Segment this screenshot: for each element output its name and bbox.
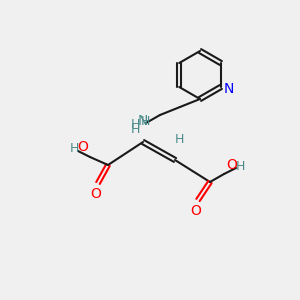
Text: H: H: [174, 133, 184, 146]
Text: H: H: [140, 115, 150, 128]
Text: H: H: [130, 118, 140, 131]
Text: O: O: [226, 158, 237, 172]
Text: O: O: [91, 187, 101, 201]
Text: O: O: [77, 140, 88, 154]
Text: N: N: [224, 82, 234, 96]
Text: O: O: [190, 204, 201, 218]
Text: H: H: [235, 160, 245, 172]
Text: H: H: [69, 142, 79, 155]
Text: H: H: [130, 123, 140, 136]
Text: N: N: [138, 114, 148, 128]
